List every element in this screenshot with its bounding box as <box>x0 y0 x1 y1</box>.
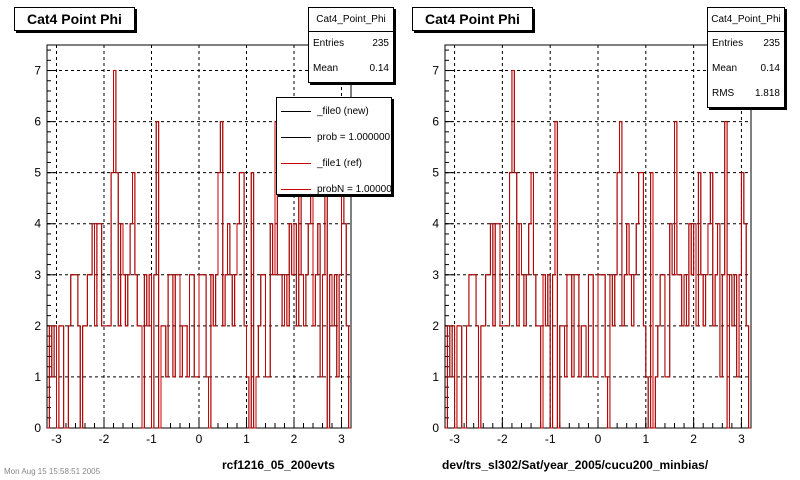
x-tick-label: 3 <box>738 432 745 446</box>
legend-item: _file1 (ref) <box>277 150 391 176</box>
footer-timestamp: Mon Aug 15 15:58:51 2005 <box>4 467 101 476</box>
panel-2-xlabel: dev/trs_sl302/Sat/year_2005/cucu200_minb… <box>442 458 709 472</box>
stats-label: Entries <box>313 38 345 49</box>
y-tick-label: 6 <box>432 115 439 129</box>
y-tick-label: 7 <box>432 64 439 78</box>
x-tick-label: 2 <box>291 432 298 446</box>
x-tick-label: -1 <box>545 432 556 446</box>
legend-label: prob = 1.000000 <box>317 131 391 143</box>
stats-label: Mean <box>313 63 339 74</box>
panel-1-stats-box: Cat4_Point_Phi Entries 235 Mean 0.14 <box>308 7 394 83</box>
stats-row-entries: Entries 235 <box>309 32 393 57</box>
panel-1-legend: _file0 (new) prob = 1.000000 _file1 (ref… <box>276 97 392 195</box>
legend-swatch <box>281 188 311 190</box>
x-tick-label: -3 <box>51 432 62 446</box>
legend-item: probN = 1.000000 <box>277 176 392 195</box>
stats-label: RMS <box>712 88 735 99</box>
stats-value: 0.14 <box>760 63 780 74</box>
x-tick-label: 0 <box>595 432 602 446</box>
y-tick-label: 2 <box>432 319 439 333</box>
panel-1-title: Cat4 Point Phi <box>14 7 135 31</box>
y-tick-label: 7 <box>34 64 41 78</box>
stats-name: Cat4_Point_Phi <box>309 8 393 32</box>
legend-item: prob = 1.000000 <box>277 124 391 150</box>
x-tick-label: -2 <box>99 432 110 446</box>
legend-swatch <box>281 162 311 164</box>
panel-2-title: Cat4 Point Phi <box>412 7 533 31</box>
x-tick-label: 1 <box>243 432 250 446</box>
x-tick-label: 0 <box>196 432 203 446</box>
y-tick-label: 4 <box>34 217 41 231</box>
legend-swatch <box>281 110 311 112</box>
y-tick-label: 1 <box>34 370 41 384</box>
stats-value: 235 <box>763 38 780 49</box>
y-tick-label: 5 <box>34 166 41 180</box>
stats-label: Mean <box>712 63 738 74</box>
x-tick-label: 1 <box>642 432 649 446</box>
stats-name: Cat4_Point_Phi <box>708 8 784 32</box>
y-tick-label: 2 <box>34 319 41 333</box>
x-tick-label: 3 <box>338 432 345 446</box>
y-tick-label: 3 <box>432 268 439 282</box>
panel-2-stats-box: Cat4_Point_Phi Entries 235 Mean 0.14 RMS… <box>707 7 785 108</box>
y-tick-label: 3 <box>34 268 41 282</box>
y-tick-label: 0 <box>432 421 439 435</box>
stats-row-entries: Entries 235 <box>708 32 784 57</box>
legend-label: probN = 1.000000 <box>317 183 392 195</box>
stats-row-rms: RMS 1.818 <box>708 82 784 107</box>
legend-swatch <box>281 136 311 138</box>
stats-row-mean: Mean 0.14 <box>309 57 393 82</box>
stats-value: 235 <box>372 38 389 49</box>
legend-item: _file0 (new) <box>277 98 391 124</box>
histogram-ref-panel-1 <box>47 70 351 429</box>
x-tick-label: 2 <box>690 432 697 446</box>
legend-label: _file1 (ref) <box>317 157 363 169</box>
y-tick-label: 6 <box>34 115 41 129</box>
stats-value: 0.14 <box>369 63 389 74</box>
x-tick-label: -2 <box>497 432 508 446</box>
y-tick-label: 4 <box>432 217 439 231</box>
y-tick-label: 0 <box>34 421 41 435</box>
panel-1-xlabel: rcf1216_05_200evts <box>222 458 335 472</box>
stats-row-mean: Mean 0.14 <box>708 57 784 82</box>
histogram-ref-panel-2 <box>445 70 751 429</box>
stats-label: Entries <box>712 38 744 49</box>
y-tick-label: 1 <box>432 370 439 384</box>
x-tick-label: -3 <box>449 432 460 446</box>
x-tick-label: -1 <box>146 432 157 446</box>
legend-label: _file0 (new) <box>317 105 369 117</box>
stats-value: 1.818 <box>754 88 780 99</box>
y-tick-label: 5 <box>432 166 439 180</box>
